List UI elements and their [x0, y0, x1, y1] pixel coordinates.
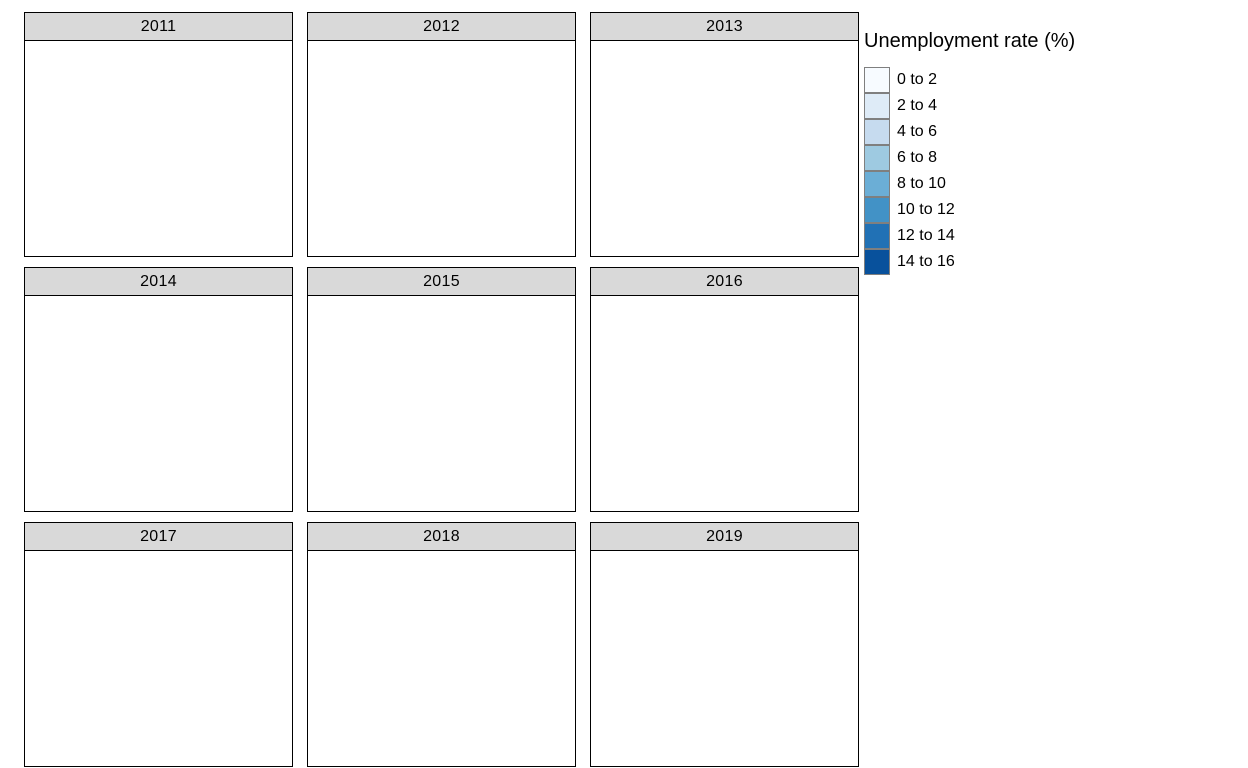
facet-year-label: 2013 [706, 17, 743, 35]
map-panel [24, 296, 293, 512]
facet-strip: 2015 [307, 267, 576, 296]
map-panel [590, 41, 859, 257]
legend-label: 8 to 10 [897, 175, 946, 192]
legend-swatch [864, 93, 890, 119]
facet-panel-2011: 2011 [24, 12, 293, 257]
london-borough-map [308, 551, 575, 765]
map-panel [307, 551, 576, 767]
facet-strip: 2013 [590, 12, 859, 41]
legend-swatch [864, 223, 890, 249]
london-borough-map [591, 551, 858, 765]
facet-strip: 2019 [590, 522, 859, 551]
map-panel [590, 296, 859, 512]
facet-year-label: 2018 [423, 527, 460, 545]
legend-entry: 2 to 4 [864, 93, 1075, 119]
legend-label: 10 to 12 [897, 201, 955, 218]
legend-swatch [864, 119, 890, 145]
legend-label: 14 to 16 [897, 253, 955, 270]
legend: Unemployment rate (%) 0 to 2 2 to 4 4 to… [864, 30, 1075, 275]
facet-panel-2016: 2016 [590, 267, 859, 512]
facet-strip: 2011 [24, 12, 293, 41]
facet-strip: 2018 [307, 522, 576, 551]
london-borough-map [25, 41, 292, 255]
map-panel [24, 551, 293, 767]
map-panel [24, 41, 293, 257]
legend-swatch [864, 171, 890, 197]
legend-entry: 8 to 10 [864, 171, 1075, 197]
facet-year-label: 2015 [423, 272, 460, 290]
legend-entry: 6 to 8 [864, 145, 1075, 171]
facet-panel-2012: 2012 [307, 12, 576, 257]
legend-entry: 4 to 6 [864, 119, 1075, 145]
legend-label: 2 to 4 [897, 97, 938, 114]
facet-year-label: 2017 [140, 527, 177, 545]
facet-panel-2019: 2019 [590, 522, 859, 767]
legend-entry: 0 to 2 [864, 67, 1075, 93]
legend-swatch [864, 67, 890, 93]
legend-label: 6 to 8 [897, 149, 938, 166]
legend-label: 4 to 6 [897, 123, 938, 140]
london-borough-map [25, 296, 292, 510]
facet-panel-2013: 2013 [590, 12, 859, 257]
london-borough-map [308, 296, 575, 510]
legend-title: Unemployment rate (%) [864, 30, 1076, 52]
london-borough-map [25, 551, 292, 765]
legend-swatch [864, 145, 890, 171]
legend-label: 0 to 2 [897, 71, 938, 88]
facet-year-label: 2014 [140, 272, 177, 290]
map-panel [307, 41, 576, 257]
legend-swatch [864, 249, 890, 275]
london-borough-map [591, 296, 858, 510]
london-borough-map [308, 41, 575, 255]
facet-strip: 2014 [24, 267, 293, 296]
facet-year-label: 2016 [706, 272, 743, 290]
facet-strip: 2012 [307, 12, 576, 41]
london-borough-map [591, 41, 858, 255]
facet-year-label: 2012 [423, 17, 460, 35]
facet-grid: 2011 [24, 12, 859, 767]
legend-list: 0 to 2 2 to 4 4 to 6 6 to 8 8 to 10 10 t… [864, 67, 1075, 275]
map-panel [590, 551, 859, 767]
facet-year-label: 2011 [140, 17, 177, 35]
legend-entry: 12 to 14 [864, 223, 1075, 249]
facet-panel-2014: 2014 [24, 267, 293, 512]
legend-swatch [864, 197, 890, 223]
map-panel [307, 296, 576, 512]
legend-label: 12 to 14 [897, 227, 955, 244]
legend-entry: 14 to 16 [864, 249, 1075, 275]
facet-strip: 2017 [24, 522, 293, 551]
legend-entry: 10 to 12 [864, 197, 1075, 223]
facet-strip: 2016 [590, 267, 859, 296]
facet-year-label: 2019 [706, 527, 743, 545]
facet-panel-2017: 2017 [24, 522, 293, 767]
facet-panel-2018: 2018 [307, 522, 576, 767]
facet-panel-2015: 2015 [307, 267, 576, 512]
